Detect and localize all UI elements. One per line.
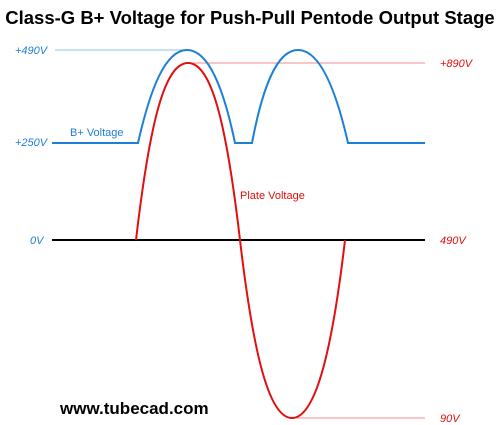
curve-label: Plate Voltage bbox=[240, 190, 305, 202]
b-plus-curve bbox=[52, 48, 425, 144]
right-label: 90V bbox=[440, 413, 461, 425]
right-label: +890V bbox=[440, 58, 474, 70]
plate-curve bbox=[135, 61, 346, 420]
curve-label: B+ Voltage bbox=[70, 127, 124, 139]
title: Class-G B+ Voltage for Push-Pull Pentode… bbox=[5, 7, 494, 28]
left-label: +490V bbox=[15, 45, 49, 57]
left-label: +250V bbox=[15, 137, 49, 149]
right-label: 490V bbox=[440, 235, 467, 247]
left-label: 0V bbox=[30, 235, 45, 247]
footer-url: www.tubecad.com bbox=[59, 399, 209, 418]
